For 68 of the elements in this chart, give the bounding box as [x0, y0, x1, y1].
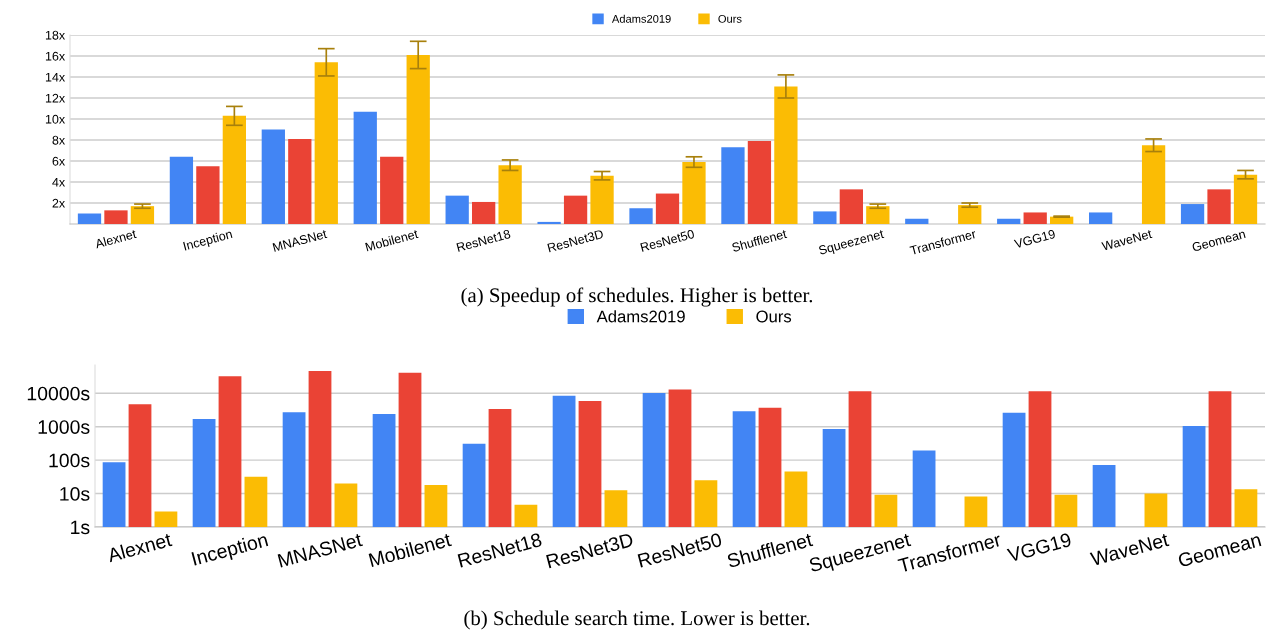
x-tick-label: Inception: [182, 229, 234, 253]
y-tick-label: 14x: [45, 72, 66, 82]
x-tick-label: Alexnet: [94, 228, 137, 249]
text: (b) Schedule search time. Lower is better.: [464, 610, 810, 630]
bar: [380, 156, 404, 224]
bar: [288, 138, 312, 224]
bar: [905, 218, 929, 224]
bar: [866, 206, 890, 224]
x-tick-label: WaveNet: [1101, 229, 1153, 251]
bar: [261, 129, 285, 224]
y-tick-label: 18x: [45, 30, 66, 40]
bar: [813, 211, 837, 224]
y-tick-label: 4x: [52, 177, 65, 187]
bar: [1207, 189, 1231, 224]
y-tick-label: 1000s: [38, 420, 90, 434]
y-tick-label: 10x: [45, 114, 66, 124]
bar: [314, 62, 338, 224]
x-tick-label: VGG19: [1006, 532, 1072, 563]
x-tick-label: Geomean: [1191, 229, 1246, 252]
legend-label: Ours: [718, 14, 742, 23]
bar: [682, 162, 706, 224]
y-tick-label: 6x: [52, 156, 65, 166]
y-tick-label: 16x: [45, 51, 66, 61]
x-tick-label: Alexnet: [106, 531, 173, 563]
x-tick-label: VGG19: [1013, 229, 1056, 249]
bar: [77, 213, 102, 224]
y-tick-label: 2x: [52, 198, 65, 208]
y-tick-label: 12x: [45, 93, 66, 103]
y-tick-label: 8x: [52, 135, 65, 145]
y-tick-label: 10000s: [27, 386, 90, 401]
bar: [196, 166, 220, 224]
bar: [997, 218, 1021, 224]
bar: [169, 156, 194, 224]
bar: [1233, 174, 1258, 224]
bar: [839, 189, 863, 224]
text: (a) Speedup of schedules. Higher is better.: [461, 287, 813, 307]
bar: [1141, 145, 1166, 224]
y-tick-label: 10s: [60, 487, 90, 501]
x-tick-label: Mobilenet: [368, 531, 452, 568]
bar: [472, 201, 496, 224]
x-tick-label: WaveNet: [1089, 532, 1170, 567]
bar: [563, 195, 588, 224]
bar: [353, 111, 377, 224]
bar: [747, 141, 772, 224]
bar: [1180, 204, 1205, 224]
bar: [130, 206, 155, 224]
bar: [655, 193, 680, 224]
legend-label: Adams2019: [611, 14, 671, 23]
bar: [104, 210, 128, 224]
y-tick-label: 1s: [71, 520, 90, 535]
legend-label: Adams2019: [596, 310, 685, 323]
legend-label: Ours: [756, 310, 792, 323]
x-tick-label: Inception: [191, 532, 270, 570]
bar: [498, 165, 522, 224]
bar: [721, 147, 745, 224]
bar: [590, 175, 614, 224]
bar: [222, 115, 246, 224]
x-tick-label: Mobilenet: [365, 228, 419, 252]
bar: [958, 205, 982, 224]
bar: [1023, 212, 1047, 224]
bar: [774, 86, 798, 224]
bar: [406, 54, 430, 224]
bar: [445, 195, 469, 224]
y-tick-label: 100s: [49, 453, 90, 468]
x-tick-label: Geomean: [1177, 532, 1262, 568]
bar: [537, 221, 561, 224]
bar: [629, 208, 653, 224]
bar: [1089, 212, 1113, 224]
